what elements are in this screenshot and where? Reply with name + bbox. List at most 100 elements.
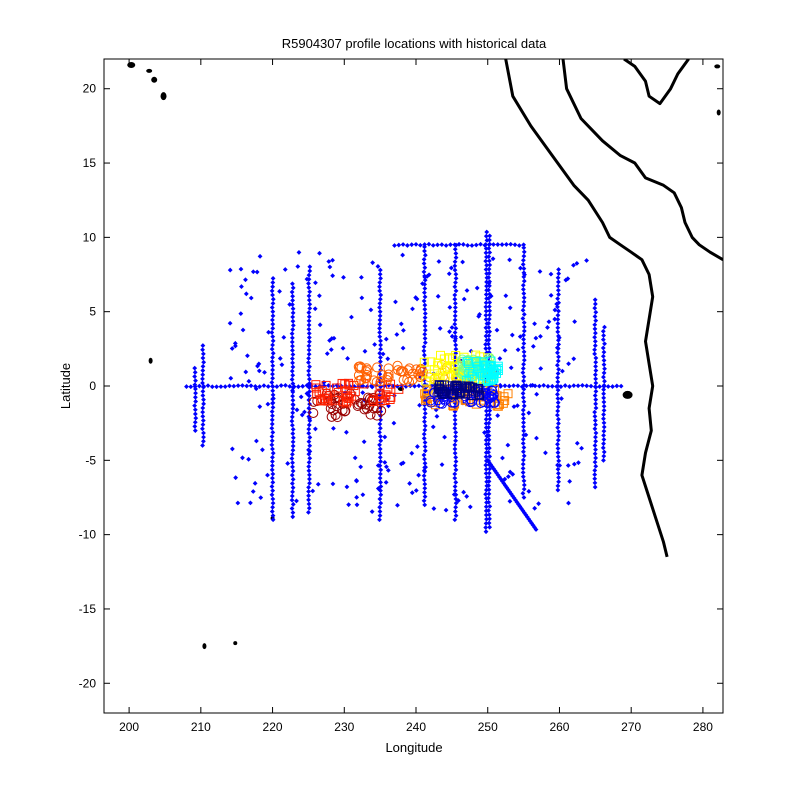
historical-point <box>290 439 296 445</box>
historical-point <box>453 325 459 331</box>
historical-point <box>245 353 250 359</box>
historical-point <box>330 481 336 487</box>
historical-point <box>453 513 459 519</box>
historical-point <box>486 266 492 272</box>
historical-point <box>571 262 576 268</box>
historical-point <box>260 447 265 453</box>
historical-point <box>446 271 452 277</box>
historical-point <box>592 418 598 423</box>
historical-point <box>487 233 493 239</box>
historical-point <box>377 513 383 519</box>
historical-point <box>555 391 560 397</box>
historical-point <box>483 408 489 414</box>
y-axis: -20 -15 -10 -5 0 5 10 15 20 <box>79 82 723 690</box>
historical-point <box>377 330 383 335</box>
island <box>146 68 153 73</box>
historical-point <box>359 295 365 301</box>
historical-point <box>483 304 489 310</box>
track-point <box>341 391 351 401</box>
historical-point <box>600 337 606 343</box>
historical-point <box>455 382 461 388</box>
historical-point <box>270 446 275 452</box>
historical-point <box>270 363 276 369</box>
track-point <box>407 368 418 379</box>
historical-point <box>422 311 428 316</box>
historical-point <box>270 355 275 360</box>
historical-point <box>409 242 415 248</box>
historical-point <box>382 434 388 440</box>
historical-point <box>494 470 499 476</box>
historical-point <box>243 369 249 375</box>
historical-point <box>567 478 573 484</box>
historical-point <box>510 471 516 477</box>
historical-point <box>593 388 599 394</box>
historical-point <box>192 384 198 389</box>
historical-point <box>486 479 492 484</box>
historical-point <box>434 413 440 419</box>
historical-point <box>269 434 275 439</box>
historical-point <box>464 288 470 293</box>
historical-point <box>521 495 527 500</box>
historical-point <box>521 242 527 248</box>
historical-point <box>377 300 383 306</box>
historical-point <box>250 489 256 494</box>
track-point <box>308 407 319 418</box>
historical-point <box>490 256 496 262</box>
historical-point <box>227 267 233 273</box>
historical-point <box>618 383 624 389</box>
track-point <box>375 376 386 387</box>
historical-point <box>421 269 427 275</box>
historical-point <box>584 258 589 263</box>
historical-point <box>486 412 492 418</box>
historical-point <box>196 383 202 389</box>
historical-point <box>306 501 312 507</box>
y-axis-label: Latitude <box>58 363 73 409</box>
historical-point <box>523 432 529 438</box>
historical-point <box>290 352 296 357</box>
historical-point <box>486 242 492 248</box>
historical-point <box>520 370 526 376</box>
historical-point <box>521 416 526 421</box>
historical-point <box>532 383 538 389</box>
historical-point <box>375 463 381 468</box>
historical-point <box>346 502 352 508</box>
historical-point <box>521 245 527 251</box>
historical-point <box>422 252 428 258</box>
historical-point <box>290 402 296 408</box>
historical-point <box>601 412 606 417</box>
historical-point <box>555 425 561 431</box>
historical-point <box>422 294 428 300</box>
historical-point <box>289 418 295 424</box>
historical-point <box>571 461 577 467</box>
track-point <box>464 381 474 391</box>
historical-point <box>521 320 527 326</box>
track-point <box>486 385 497 396</box>
historical-point <box>378 342 384 348</box>
historical-point <box>461 296 467 302</box>
historical-point <box>378 467 384 473</box>
historical-point <box>520 366 526 371</box>
historical-point <box>290 360 295 366</box>
historical-point <box>289 335 295 341</box>
historical-point <box>592 347 598 353</box>
historical-point <box>601 370 607 376</box>
historical-point <box>344 429 349 435</box>
historical-point <box>530 344 536 349</box>
historical-point <box>593 309 599 315</box>
historical-point <box>452 475 458 481</box>
historical-point <box>270 292 275 298</box>
historical-point <box>559 396 564 401</box>
track-point <box>491 365 501 375</box>
historical-point <box>452 417 458 423</box>
historical-point <box>520 345 526 351</box>
historical-point <box>269 288 275 294</box>
historical-point <box>601 407 607 413</box>
historical-point <box>503 293 509 299</box>
historical-point <box>452 321 458 327</box>
historical-point <box>229 346 235 351</box>
track-point <box>445 361 455 371</box>
historical-point <box>271 396 276 401</box>
historical-point <box>295 264 301 269</box>
historical-point <box>290 393 296 399</box>
historical-point <box>537 269 543 274</box>
